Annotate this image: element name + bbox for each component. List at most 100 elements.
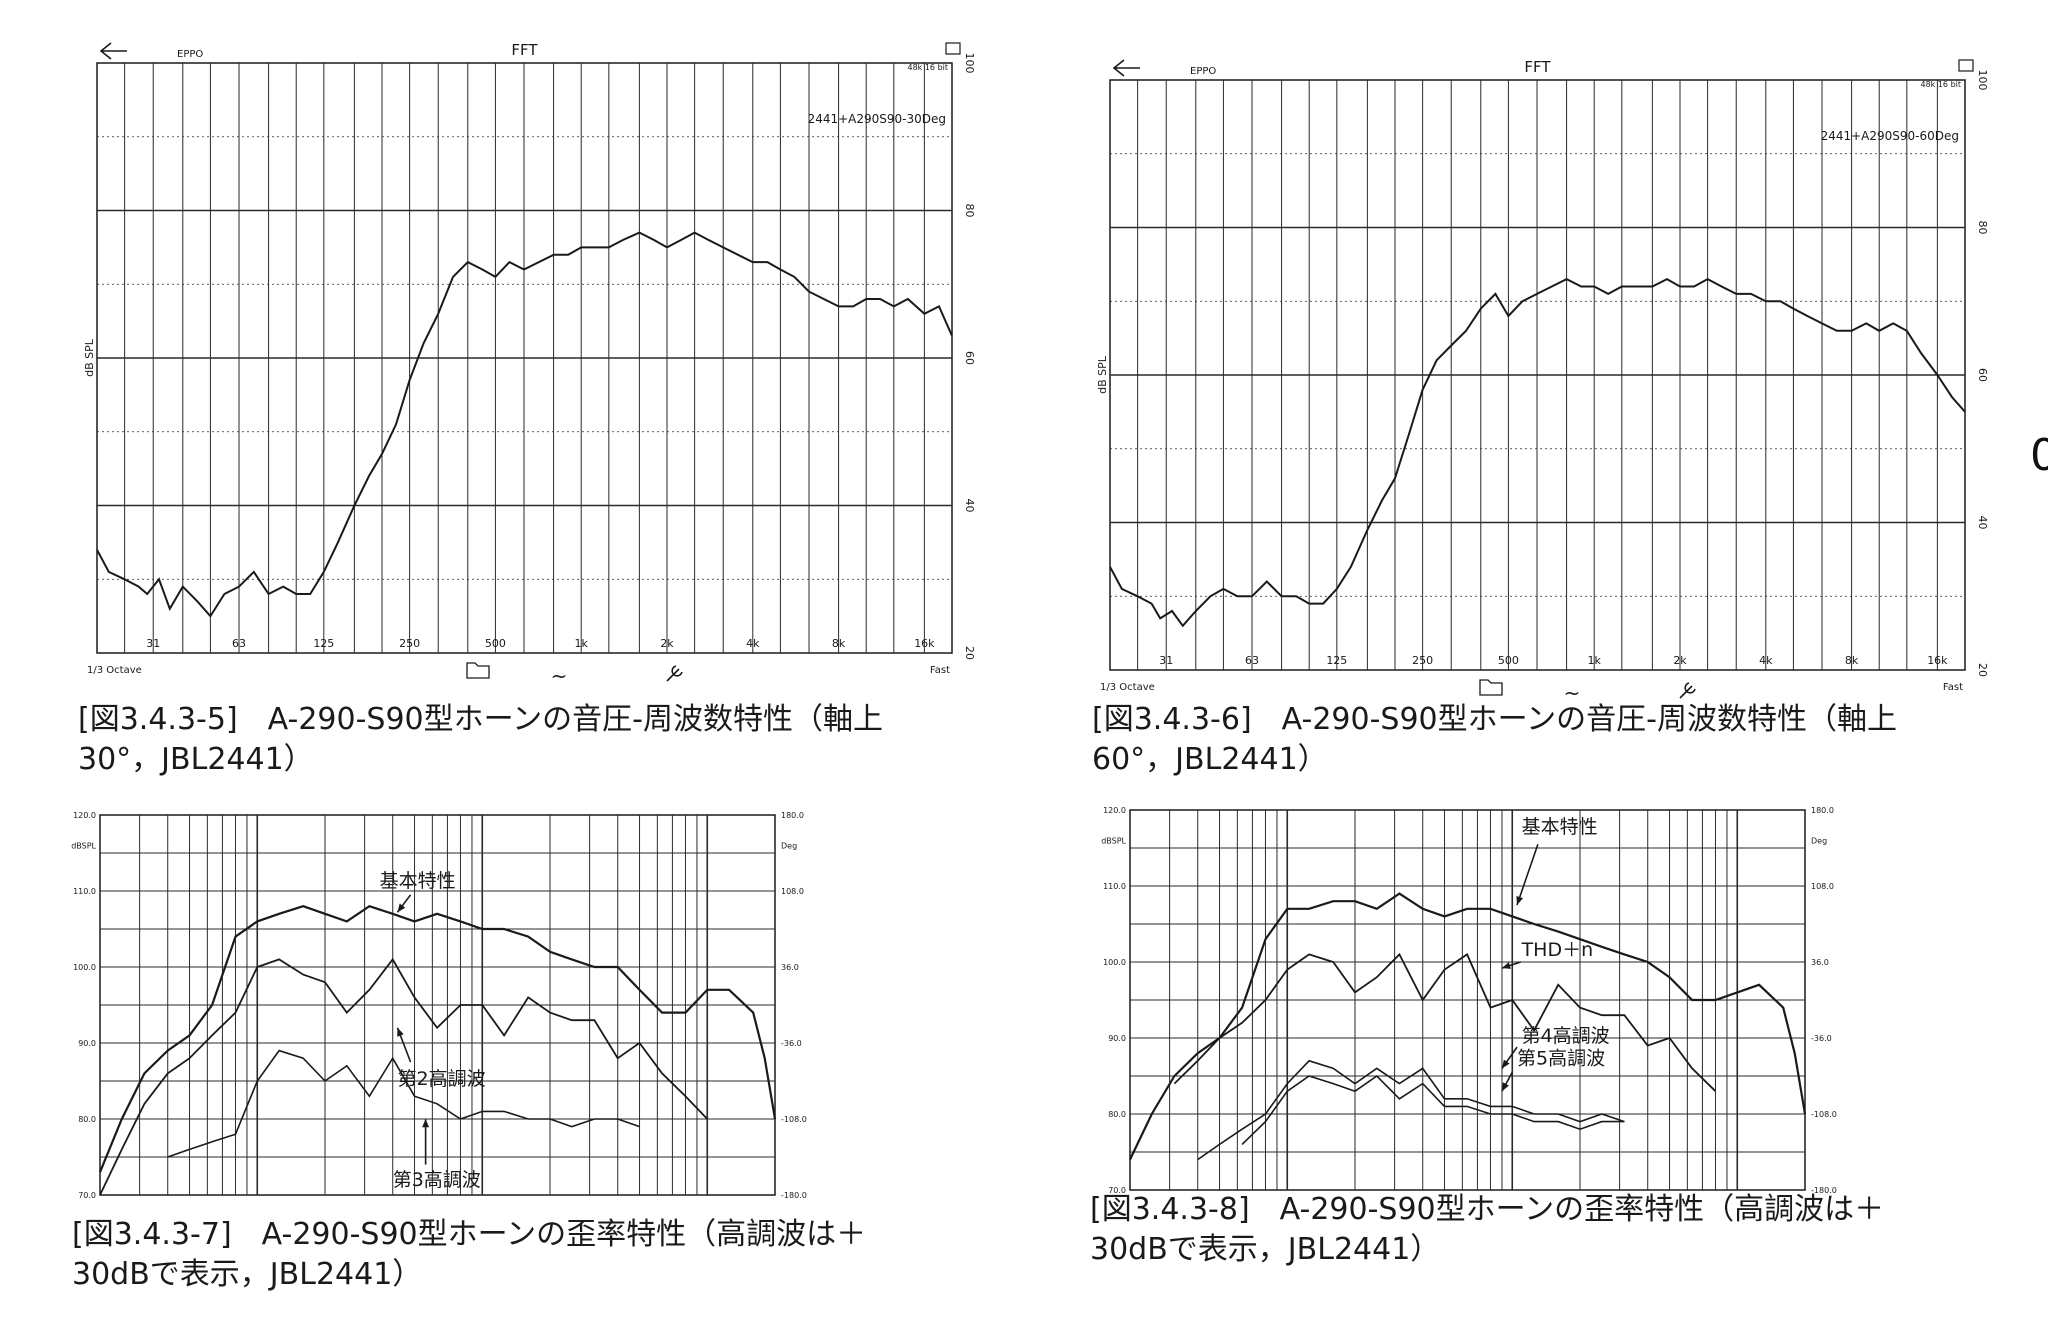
window-icon — [1958, 59, 1974, 72]
fig7-caption: [図3.4.3-7] A-290-S90型ホーンの歪率特性（高調波は＋ 30dB… — [72, 1217, 867, 1292]
left-tick-label: 70.0 — [78, 1191, 96, 1200]
curve-annotation: 基本特性 — [1522, 816, 1598, 838]
brand-label: EPPO — [177, 49, 203, 60]
x-tick-label: 1k — [1588, 654, 1602, 667]
curve-annotation: 基本特性 — [380, 870, 456, 892]
wrench-icon — [1679, 682, 1696, 699]
page-edge-mark: 0 — [2030, 430, 2048, 481]
x-tick-label: 2k — [660, 637, 674, 650]
sample-rate-label: 48k 16 bit — [1920, 80, 1961, 89]
fig8-caption: [図3.4.3-8] A-290-S90型ホーンの歪率特性（高調波は＋ 30dB… — [1090, 1192, 1885, 1267]
octave-label: 1/3 Octave — [1100, 682, 1155, 693]
annotation-arrowhead — [397, 903, 406, 913]
y-tick-label: 60 — [963, 351, 976, 365]
y-tick-label: 80 — [963, 204, 976, 218]
x-tick-label: 250 — [399, 637, 420, 650]
y-tick-label: 20 — [1976, 663, 1989, 677]
right-unit-label: Deg — [781, 841, 797, 850]
left-tick-label: 80.0 — [1108, 1110, 1126, 1119]
y-tick-label: 60 — [1976, 368, 1989, 382]
series-line-3 — [1197, 1059, 1625, 1161]
right-tick-label: -180.0 — [781, 1191, 807, 1200]
fig6-svg: FFT EPPO 48k 16 bit 2441+A290S90-60Deg dB SP… — [1096, 58, 1989, 705]
annotation-arrowhead — [1501, 1082, 1510, 1092]
fig7-svg: 120.0 110.0 100.0 90.0 80.0 70.0 dBSPL 180.0 108… — [71, 811, 807, 1200]
x-tick-label: 8k — [1845, 654, 1859, 667]
y-tick-label: 20 — [963, 646, 976, 660]
y-axis-label: dB SPL — [83, 338, 96, 377]
left-tick-label: 70.0 — [1108, 1186, 1126, 1195]
right-tick-label: -36.0 — [781, 1039, 802, 1048]
x-tick-label: 125 — [1326, 654, 1347, 667]
fig6-caption: [図3.4.3-6] A-290-S90型ホーンの音圧-周波数特性（軸上 60°… — [1092, 702, 1897, 777]
right-tick-label: 180.0 — [1811, 806, 1834, 815]
right-unit-label: Deg — [1811, 836, 1827, 845]
curve-label: 2441+A290S90-30Deg — [808, 112, 946, 126]
left-tick-label: 110.0 — [73, 887, 96, 896]
left-unit-label: dBSPL — [1101, 836, 1126, 845]
x-tick-label: 31 — [146, 637, 160, 650]
window-icon — [945, 42, 961, 55]
right-tick-label: 180.0 — [781, 811, 804, 820]
right-tick-label: -36.0 — [1811, 1034, 1832, 1043]
curve-annotation: 第3高調波 — [393, 1169, 481, 1191]
series-line-3 — [167, 1049, 640, 1158]
annotation-arrowhead — [1501, 962, 1511, 969]
fft-title: FFT — [1524, 58, 1551, 76]
right-tick-label: 108.0 — [781, 887, 804, 896]
fig5-fft-chart: FFT EPPO 48k 16 bit 2441+A290S90-30Deg dB SP… — [83, 35, 1005, 688]
octave-label: 1/3 Octave — [87, 665, 142, 676]
x-tick-label: 31 — [1159, 654, 1173, 667]
tilde-icon: ~ — [551, 664, 568, 688]
right-tick-label: -108.0 — [1811, 1110, 1837, 1119]
annotation-arrowhead — [422, 1119, 430, 1128]
x-tick-label: 4k — [1759, 654, 1773, 667]
series-line-1 — [1129, 892, 1807, 1161]
right-tick-label: 108.0 — [1811, 882, 1834, 891]
curve-label: 2441+A290S90-60Deg — [1821, 129, 1959, 143]
fig8-svg: 120.0 110.0 100.0 90.0 80.0 70.0 dBSPL 180.0 108… — [1101, 806, 1837, 1195]
folder-icon — [466, 662, 490, 679]
left-tick-label: 90.0 — [1108, 1034, 1126, 1043]
series-line — [1109, 277, 1966, 628]
folder-icon — [1479, 679, 1503, 696]
back-arrow-icon — [99, 42, 127, 60]
left-tick-label: 120.0 — [73, 811, 96, 820]
x-tick-label: 16k — [914, 637, 935, 650]
right-tick-label: 36.0 — [781, 963, 799, 972]
left-tick-label: 100.0 — [1103, 958, 1126, 967]
fig7-distortion-chart: 120.0 110.0 100.0 90.0 80.0 70.0 dBSPL 180.0 108… — [55, 795, 995, 1215]
x-tick-label: 1k — [575, 637, 589, 650]
series-line-2 — [99, 957, 708, 1196]
left-tick-label: 90.0 — [78, 1039, 96, 1048]
curve-annotation: 第4高調波 — [1522, 1025, 1610, 1047]
x-tick-label: 125 — [313, 637, 334, 650]
right-tick-label: 36.0 — [1811, 958, 1829, 967]
y-axis-label: dB SPL — [1096, 355, 1109, 394]
x-tick-label: 63 — [232, 637, 246, 650]
curve-annotation: 第5高調波 — [1517, 1048, 1605, 1070]
series-line-2 — [1173, 952, 1717, 1092]
fig5-svg: FFT EPPO 48k 16 bit 2441+A290S90-30Deg dB SP… — [83, 41, 976, 688]
left-tick-label: 110.0 — [1103, 882, 1126, 891]
series-line-1 — [98, 904, 777, 1173]
y-tick-label: 40 — [1976, 516, 1989, 530]
series-line-4 — [1241, 1074, 1625, 1145]
x-tick-label: 8k — [832, 637, 846, 650]
fft-title: FFT — [511, 41, 538, 59]
annotation-arrowhead — [397, 1027, 404, 1037]
y-tick-label: 40 — [963, 499, 976, 513]
series-line — [96, 231, 953, 618]
tilde-icon: ~ — [1564, 681, 1581, 705]
annotation-arrowhead — [1501, 1059, 1510, 1069]
x-tick-label: 250 — [1412, 654, 1433, 667]
x-tick-label: 16k — [1927, 654, 1948, 667]
x-tick-label: 500 — [485, 637, 506, 650]
fig6-fft-chart: FFT EPPO 48k 16 bit 2441+A290S90-60Deg dB SP… — [1096, 52, 2018, 705]
left-tick-label: 80.0 — [78, 1115, 96, 1124]
left-unit-label: dBSPL — [71, 841, 96, 850]
x-tick-label: 500 — [1498, 654, 1519, 667]
y-tick-label: 80 — [1976, 221, 1989, 235]
y-tick-label: 100 — [1976, 70, 1989, 91]
speed-label: Fast — [1943, 682, 1963, 693]
